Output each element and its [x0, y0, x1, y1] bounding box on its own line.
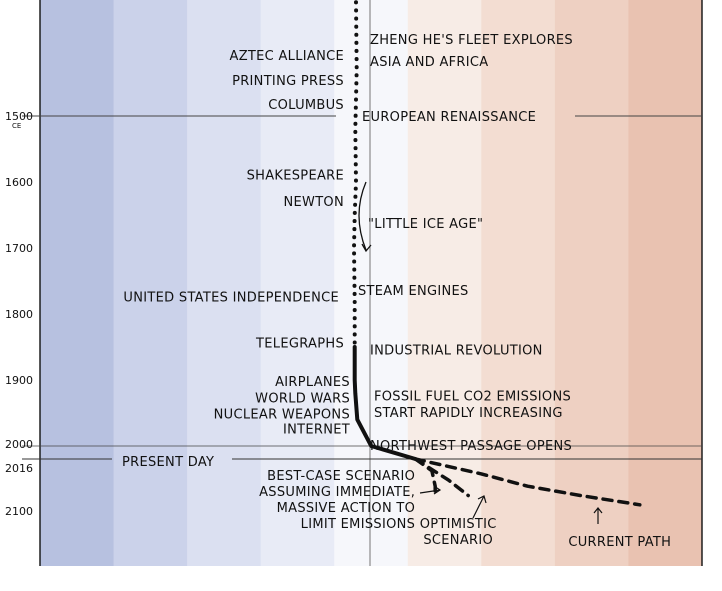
- color-band-3: [260, 0, 335, 566]
- left-annotation-10: INTERNET: [283, 423, 350, 438]
- color-band-1: [113, 0, 188, 566]
- left-annotation-8: WORLD WARS: [255, 391, 350, 406]
- left-annotation-4: NEWTON: [284, 195, 345, 210]
- temperature-bands: [39, 0, 703, 566]
- right-annotation-5: INDUSTRIAL REVOLUTION: [370, 343, 543, 358]
- series-line-0: [352, 0, 359, 349]
- left-annotation-9: NUCLEAR WEAPONS: [214, 407, 350, 422]
- optimistic-arrowhead: [477, 495, 487, 504]
- left-annotation-0: AZTEC ALLIANCE: [230, 49, 344, 64]
- color-band-2: [187, 0, 262, 566]
- left-annotation-5: UNITED STATES INDEPENDENCE: [123, 291, 339, 306]
- series-label-3-line-1: SCENARIO: [423, 533, 493, 548]
- best-case-arrow: [419, 489, 441, 494]
- series-label-2-line-3: LIMIT EMISSIONS: [301, 517, 416, 532]
- right-annotation-8: NORTHWEST PASSAGE OPENS: [370, 439, 572, 454]
- year-tick-1500: 1500: [5, 110, 33, 123]
- color-band-8: [628, 0, 703, 566]
- series-label-4: CURRENT PATH: [568, 535, 671, 550]
- event-annotations: AZTEC ALLIANCE PRINTING PRESS COLUMBUS SHAK…: [122, 33, 573, 470]
- series-line-1: [352, 345, 418, 461]
- year-tick-sub-1500: CE: [12, 122, 21, 130]
- best-case-arrowhead: [433, 485, 442, 495]
- left-annotation-1: PRINTING PRESS: [232, 74, 344, 89]
- right-annotation-2: EUROPEAN RENAISSANCE: [362, 110, 536, 125]
- present-day-label: PRESENT DAY: [122, 455, 214, 470]
- color-band-0: [40, 0, 115, 566]
- right-annotation-4: STEAM ENGINES: [358, 284, 469, 299]
- optimistic-arrow: [472, 495, 485, 519]
- little-ice-age-arrowhead: [361, 243, 372, 253]
- year-tick-2000: 2000: [5, 438, 33, 451]
- year-tick-1700: 1700: [5, 242, 33, 255]
- series-label-3-line-0: OPTIMISTIC: [420, 517, 497, 532]
- left-annotation-3: SHAKESPEARE: [247, 168, 344, 183]
- year-tick-2016: 2016: [5, 462, 33, 475]
- right-annotation-3: "LITTLE ICE AGE": [368, 217, 483, 232]
- color-band-4: [334, 0, 409, 566]
- series-label-2-line-0: BEST-CASE SCENARIO: [267, 469, 415, 484]
- gridlines: [22, 115, 702, 460]
- temperature-series: BEST-CASE SCENARIO ASSUMING IMMEDIATE, MAS…: [259, 0, 671, 550]
- right-annotation-7: START RAPIDLY INCREASING: [374, 406, 563, 421]
- year-tick-1600: 1600: [5, 176, 33, 189]
- year-tick-2100: 2100: [5, 505, 33, 518]
- series-label-2-line-2: MASSIVE ACTION TO: [277, 501, 416, 516]
- left-annotation-7: AIRPLANES: [275, 375, 350, 390]
- right-annotation-1: ASIA AND AFRICA: [370, 55, 488, 70]
- year-tick-1900: 1900: [5, 374, 33, 387]
- series-label-2: BEST-CASE SCENARIO ASSUMING IMMEDIATE, MAS…: [259, 469, 415, 532]
- left-annotation-2: COLUMBUS: [268, 98, 344, 113]
- year-tick-1800: 1800: [5, 308, 33, 321]
- little-ice-age-bracket: [358, 181, 367, 251]
- current-path-arrowhead: [593, 507, 603, 514]
- color-band-7: [554, 0, 629, 566]
- series-line-3: [413, 457, 470, 498]
- color-band-6: [481, 0, 556, 566]
- right-annotation-6: FOSSIL FUEL CO2 EMISSIONS: [374, 390, 571, 405]
- series-label-4-line-0: CURRENT PATH: [568, 535, 671, 550]
- series-label-2-line-1: ASSUMING IMMEDIATE,: [259, 485, 415, 500]
- series-line-4: [413, 457, 642, 507]
- left-annotation-6: TELEGRAPHS: [255, 337, 344, 352]
- right-annotation-0: ZHENG HE'S FLEET EXPLORES: [370, 33, 573, 48]
- series-label-3: OPTIMISTIC SCENARIO: [420, 517, 497, 548]
